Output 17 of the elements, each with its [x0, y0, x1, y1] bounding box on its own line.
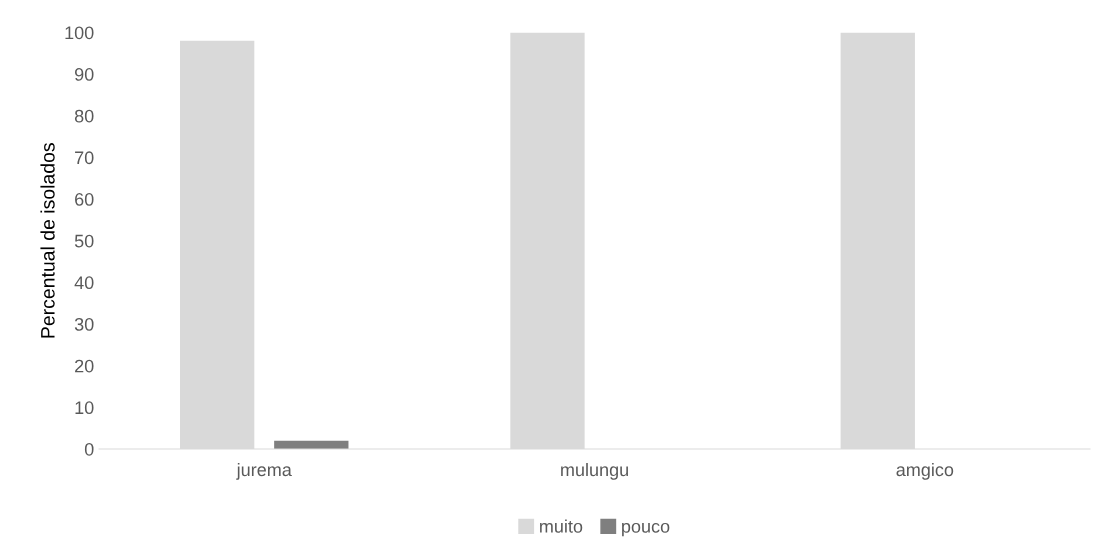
y-tick-label: 20 — [75, 359, 94, 373]
y-tick-label: 50 — [74, 234, 94, 248]
y-tick-label: 90 — [74, 68, 94, 81]
y-axis-title: Percentual de isolados — [40, 143, 55, 338]
x-tick-label: mulungu — [561, 462, 628, 480]
y-tick-label: 60 — [75, 193, 94, 206]
y-tick-label: 10 — [75, 401, 94, 415]
y-tick-label: 0 — [84, 442, 94, 456]
x-tick-label: amgico — [896, 462, 954, 480]
legend-label: muito — [540, 519, 583, 533]
legend-label: pouco — [622, 522, 670, 537]
y-tick-label: 70 — [75, 151, 94, 165]
y-tick-label: 40 — [74, 276, 94, 290]
y-tick-label: 80 — [74, 109, 94, 123]
y-tick-label: 100 — [65, 26, 94, 40]
y-tick-label: 30 — [74, 317, 94, 331]
x-tick-label: jurema — [236, 462, 292, 480]
